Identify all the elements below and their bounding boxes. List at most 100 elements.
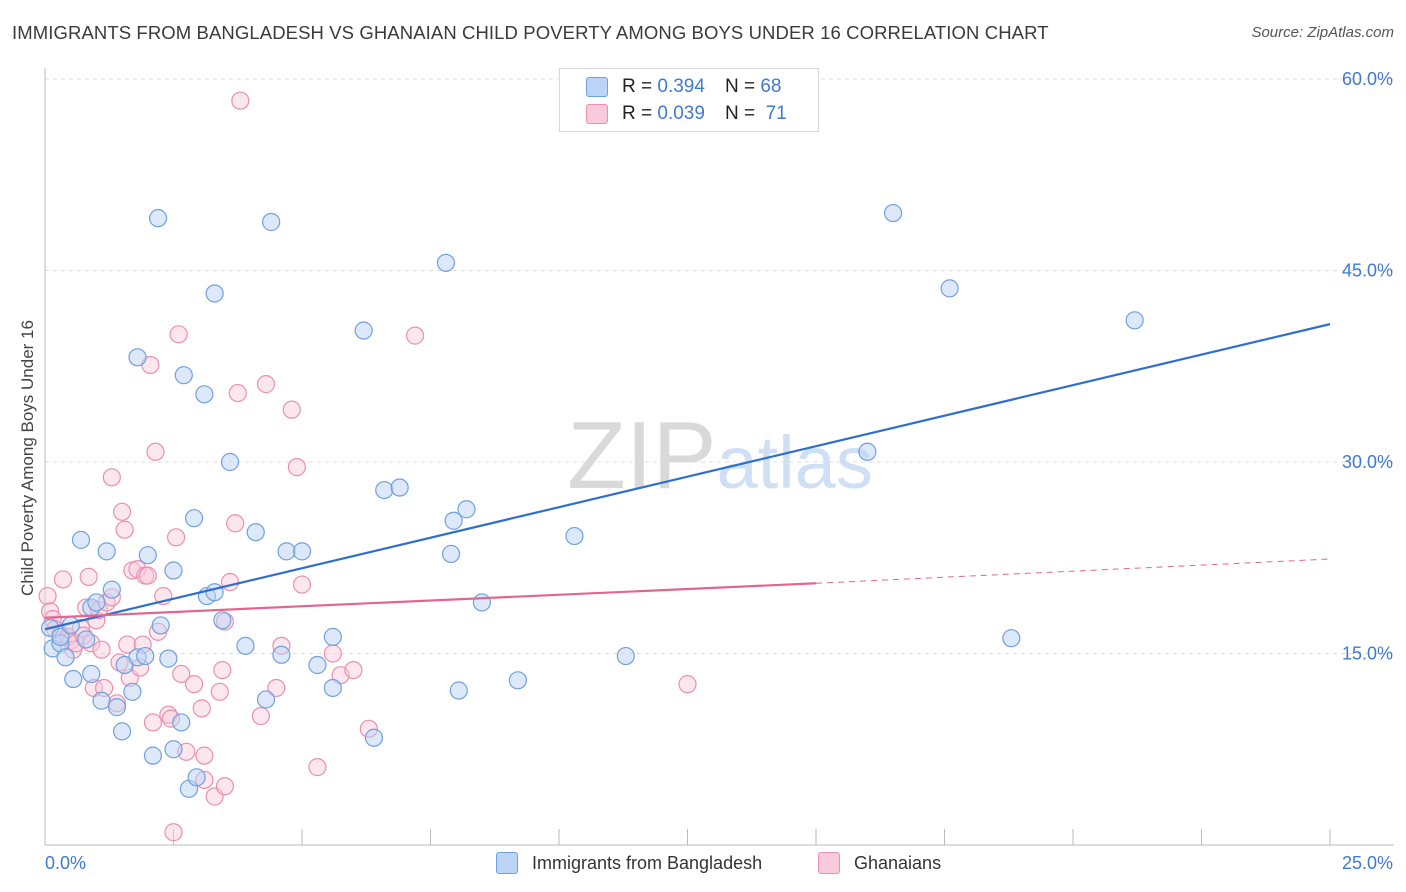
bangladesh-point[interactable] xyxy=(107,698,127,717)
bangladesh-point[interactable] xyxy=(143,746,163,765)
bangladesh-point[interactable] xyxy=(136,646,155,666)
bangladesh-point[interactable] xyxy=(184,509,204,528)
bangladesh-point[interactable] xyxy=(172,713,191,732)
bangladesh-point[interactable] xyxy=(64,669,83,689)
bangladesh-point[interactable] xyxy=(323,627,342,647)
bangladesh-point[interactable] xyxy=(472,593,491,612)
ghanaians-point[interactable] xyxy=(79,567,98,587)
bangladesh-point[interactable] xyxy=(323,678,342,698)
ghanaians-point[interactable] xyxy=(287,458,306,477)
ghanaians-point[interactable] xyxy=(184,675,204,694)
bangladesh-point[interactable] xyxy=(262,212,281,232)
bangladesh-point[interactable] xyxy=(164,561,183,580)
ghanaians-point[interactable] xyxy=(169,325,188,344)
ghanaians-point[interactable] xyxy=(213,660,232,680)
bangladesh-point[interactable] xyxy=(390,478,409,497)
bangladesh-point[interactable] xyxy=(164,740,183,759)
bangladesh-point[interactable] xyxy=(457,500,476,519)
bangladesh-point[interactable] xyxy=(220,452,240,472)
bangladesh-point[interactable] xyxy=(87,593,106,612)
bangladesh-point[interactable] xyxy=(112,722,132,741)
bangladesh-point[interactable] xyxy=(151,616,170,635)
ghanaians-point[interactable] xyxy=(267,678,286,698)
ghanaians-point[interactable] xyxy=(323,644,342,663)
bangladesh-point[interactable] xyxy=(213,611,232,630)
bangladesh-point[interactable] xyxy=(82,664,101,684)
bangladesh-point[interactable] xyxy=(858,442,877,461)
ghanaians-point[interactable] xyxy=(146,442,165,461)
ghanaians-point[interactable] xyxy=(292,575,312,594)
ghanaians-point[interactable] xyxy=(138,566,157,585)
bangladesh-point[interactable] xyxy=(883,203,903,223)
ghanaians-point[interactable] xyxy=(231,91,250,110)
bangladesh-point[interactable] xyxy=(1125,311,1144,330)
bangladesh-point[interactable] xyxy=(940,279,959,298)
ghanaians-point[interactable] xyxy=(38,586,57,606)
bangladesh-point[interactable] xyxy=(292,542,312,561)
bangladesh-point[interactable] xyxy=(148,209,168,228)
bangladesh-point[interactable] xyxy=(92,691,111,710)
bangladesh-point[interactable] xyxy=(56,648,75,667)
ghanaians-point[interactable] xyxy=(112,502,132,521)
bangladesh-point[interactable] xyxy=(1002,629,1021,648)
ghanaians-point[interactable] xyxy=(344,660,363,680)
bangladesh-point[interactable] xyxy=(187,768,206,787)
ghanaians-point[interactable] xyxy=(118,635,137,654)
ghanaians-point[interactable] xyxy=(166,528,186,547)
bangladesh-point[interactable] xyxy=(436,253,456,272)
bangladesh-point[interactable] xyxy=(272,645,291,664)
bangladesh-point[interactable] xyxy=(444,511,463,530)
bangladesh-point[interactable] xyxy=(246,523,265,542)
ghanaians-point[interactable] xyxy=(405,326,425,345)
ghanaians-point[interactable] xyxy=(195,746,214,765)
bangladesh-point[interactable] xyxy=(51,627,70,647)
bangladesh-point[interactable] xyxy=(441,544,461,564)
ghanaians-point[interactable] xyxy=(678,675,697,694)
ghanaians-point[interactable] xyxy=(92,640,111,659)
bangladesh-point[interactable] xyxy=(128,348,147,367)
bangladesh-point[interactable] xyxy=(616,646,635,666)
bangladesh-point[interactable] xyxy=(256,690,276,709)
y-tick-label: 15.0% xyxy=(1342,644,1393,664)
series-legend-ghanaians[interactable]: Ghanaians xyxy=(818,852,941,874)
bangladesh-point[interactable] xyxy=(205,583,224,602)
bangladesh-point[interactable] xyxy=(205,284,224,303)
ghanaians-point[interactable] xyxy=(210,682,229,701)
bangladesh-point[interactable] xyxy=(97,542,116,561)
chart-source: Source: ZipAtlas.com xyxy=(1251,24,1394,41)
bangladesh-point[interactable] xyxy=(449,681,468,700)
ghanaians-point[interactable] xyxy=(192,699,211,718)
ghanaians-point[interactable] xyxy=(102,468,121,487)
series-legend-bangladesh[interactable]: Immigrants from Bangladesh xyxy=(496,852,762,874)
ghanaians-point[interactable] xyxy=(308,758,327,777)
ghanaians-point[interactable] xyxy=(282,400,301,419)
bangladesh-point[interactable] xyxy=(565,526,584,546)
bangladesh-point[interactable] xyxy=(138,546,157,565)
ghanaians-point[interactable] xyxy=(251,706,270,726)
bangladesh-point[interactable] xyxy=(123,682,142,701)
ghanaians-point[interactable] xyxy=(215,777,234,796)
bangladesh-point[interactable] xyxy=(71,530,91,549)
ghanaians-point[interactable] xyxy=(143,713,163,732)
ghanaians-point[interactable] xyxy=(228,383,247,403)
bangladesh-point[interactable] xyxy=(354,321,373,340)
ghanaians-point[interactable] xyxy=(164,823,183,842)
ghanaians-point[interactable] xyxy=(256,375,276,394)
bangladesh-point[interactable] xyxy=(364,728,384,747)
bangladesh-point[interactable] xyxy=(236,636,255,655)
bangladesh-point[interactable] xyxy=(77,630,96,649)
ghanaians-point[interactable] xyxy=(226,514,245,533)
bangladesh-point[interactable] xyxy=(277,542,296,561)
bangladesh-point[interactable] xyxy=(308,655,327,675)
bangladesh-point[interactable] xyxy=(375,480,394,500)
ghanaians-point[interactable] xyxy=(53,570,73,589)
bangladesh-point[interactable] xyxy=(508,671,527,690)
ghanaians-point[interactable] xyxy=(115,520,134,539)
bangladesh-point[interactable] xyxy=(102,580,121,599)
bangladesh-point[interactable] xyxy=(174,366,193,385)
ghanaians-point[interactable] xyxy=(172,664,191,684)
ghanaians-point[interactable] xyxy=(220,572,240,592)
bangladesh-point[interactable] xyxy=(159,649,178,668)
bangladesh-point[interactable] xyxy=(195,385,214,404)
trend-line-bangladesh xyxy=(44,323,1331,631)
